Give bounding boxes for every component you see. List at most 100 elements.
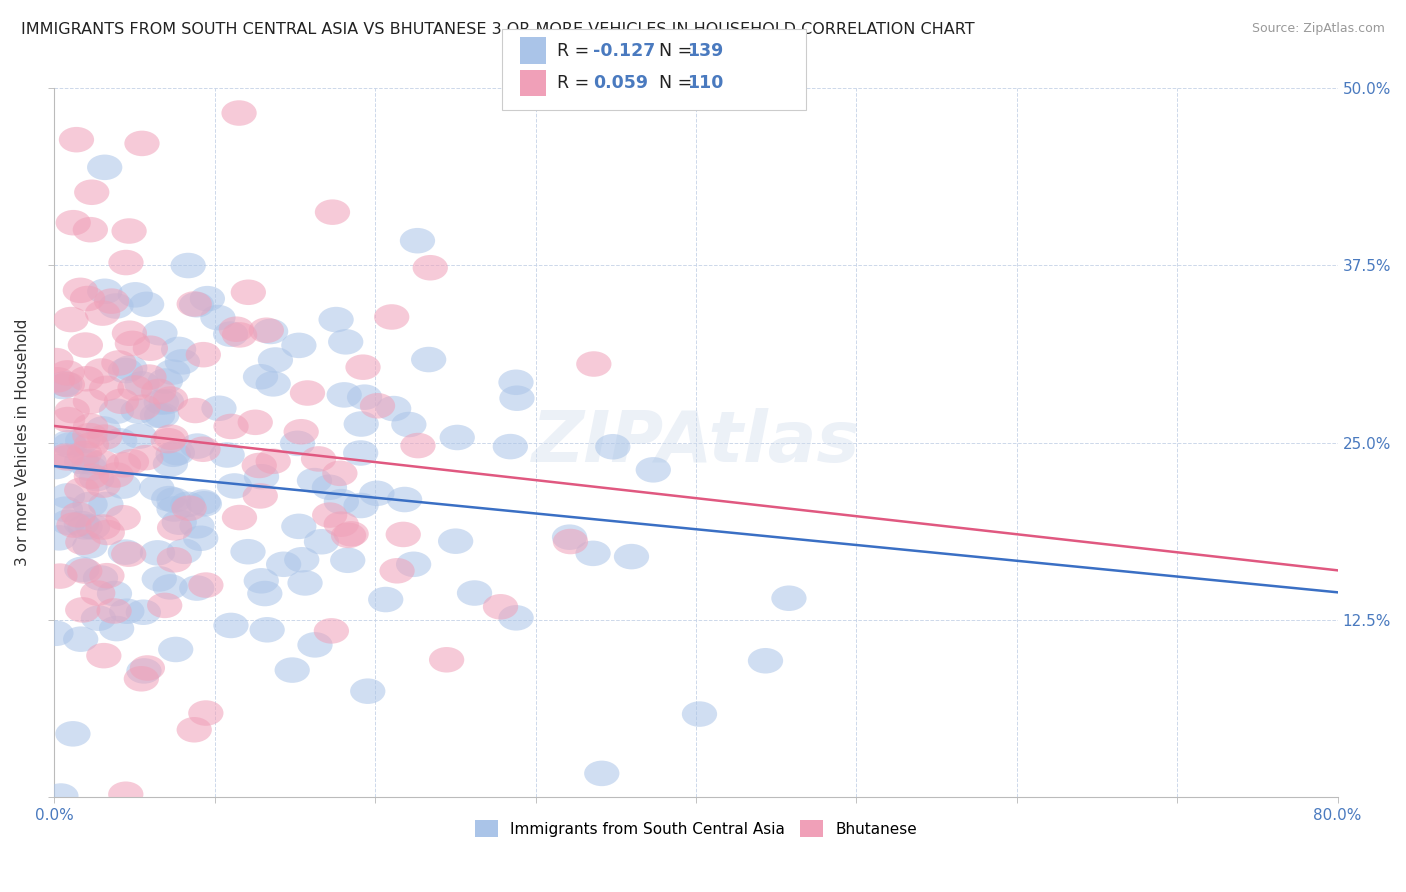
Ellipse shape [315,200,350,225]
Ellipse shape [45,374,80,400]
Ellipse shape [188,700,224,726]
Ellipse shape [112,355,148,381]
Ellipse shape [124,371,160,397]
Ellipse shape [52,433,87,458]
Ellipse shape [186,342,221,368]
Ellipse shape [55,398,90,424]
Ellipse shape [328,329,363,355]
Ellipse shape [396,551,432,577]
Ellipse shape [86,515,121,540]
Ellipse shape [65,449,100,475]
Ellipse shape [247,581,283,607]
Ellipse shape [114,449,149,475]
Ellipse shape [125,599,162,625]
Ellipse shape [48,371,83,397]
Ellipse shape [314,618,349,644]
Ellipse shape [124,666,159,691]
Ellipse shape [42,525,77,550]
Ellipse shape [499,605,534,631]
Ellipse shape [187,491,222,516]
Ellipse shape [39,367,75,392]
Ellipse shape [141,379,176,404]
Ellipse shape [160,440,195,466]
Ellipse shape [108,540,143,565]
Ellipse shape [44,783,79,809]
Ellipse shape [343,492,378,518]
Ellipse shape [69,366,104,392]
Ellipse shape [287,570,323,596]
Ellipse shape [118,282,153,308]
Ellipse shape [42,564,77,589]
Ellipse shape [170,252,205,278]
Ellipse shape [343,411,378,437]
Ellipse shape [84,301,121,326]
Ellipse shape [165,349,200,375]
Ellipse shape [65,557,100,582]
Ellipse shape [72,533,108,558]
Ellipse shape [284,419,319,444]
Ellipse shape [222,505,257,531]
Ellipse shape [385,522,420,547]
Ellipse shape [98,462,134,488]
Ellipse shape [153,451,188,476]
Text: 110: 110 [688,74,724,92]
Ellipse shape [108,250,143,276]
Ellipse shape [179,575,214,601]
Ellipse shape [212,321,249,347]
Ellipse shape [156,547,193,573]
Ellipse shape [67,514,103,540]
Ellipse shape [217,473,252,499]
Text: R =: R = [557,74,595,92]
Ellipse shape [253,318,288,344]
Ellipse shape [347,384,382,410]
Ellipse shape [297,632,333,657]
Ellipse shape [139,540,176,566]
Ellipse shape [49,445,84,471]
Ellipse shape [257,347,292,373]
Ellipse shape [75,179,110,205]
Text: -0.127: -0.127 [593,42,655,60]
Ellipse shape [412,255,449,280]
Ellipse shape [152,574,188,599]
Ellipse shape [243,464,280,490]
Ellipse shape [73,217,108,243]
Ellipse shape [583,761,620,786]
Ellipse shape [326,382,361,408]
Ellipse shape [108,781,143,807]
Ellipse shape [498,369,534,395]
Ellipse shape [72,449,107,475]
Ellipse shape [89,491,124,517]
Ellipse shape [401,433,436,458]
Ellipse shape [143,390,179,415]
Ellipse shape [256,449,291,474]
Ellipse shape [49,360,84,385]
Ellipse shape [111,320,148,346]
Ellipse shape [153,425,188,450]
Ellipse shape [63,277,98,303]
Ellipse shape [249,617,285,642]
Ellipse shape [242,453,277,478]
Ellipse shape [553,524,588,550]
Ellipse shape [89,376,124,401]
Ellipse shape [323,511,359,537]
Ellipse shape [79,466,114,491]
Ellipse shape [157,637,194,662]
Ellipse shape [73,432,110,458]
Ellipse shape [150,486,187,511]
Text: ZIPAtlas: ZIPAtlas [531,409,860,477]
Ellipse shape [125,394,160,420]
Text: N =: N = [648,74,697,92]
Ellipse shape [80,581,115,606]
Ellipse shape [231,279,266,305]
Ellipse shape [186,489,221,515]
Ellipse shape [105,474,141,499]
Ellipse shape [90,563,125,589]
Ellipse shape [457,581,492,606]
Ellipse shape [177,398,212,424]
Ellipse shape [72,456,107,481]
Ellipse shape [214,613,249,638]
Ellipse shape [83,566,118,591]
Ellipse shape [132,335,167,361]
Ellipse shape [59,127,94,153]
Ellipse shape [73,464,110,489]
